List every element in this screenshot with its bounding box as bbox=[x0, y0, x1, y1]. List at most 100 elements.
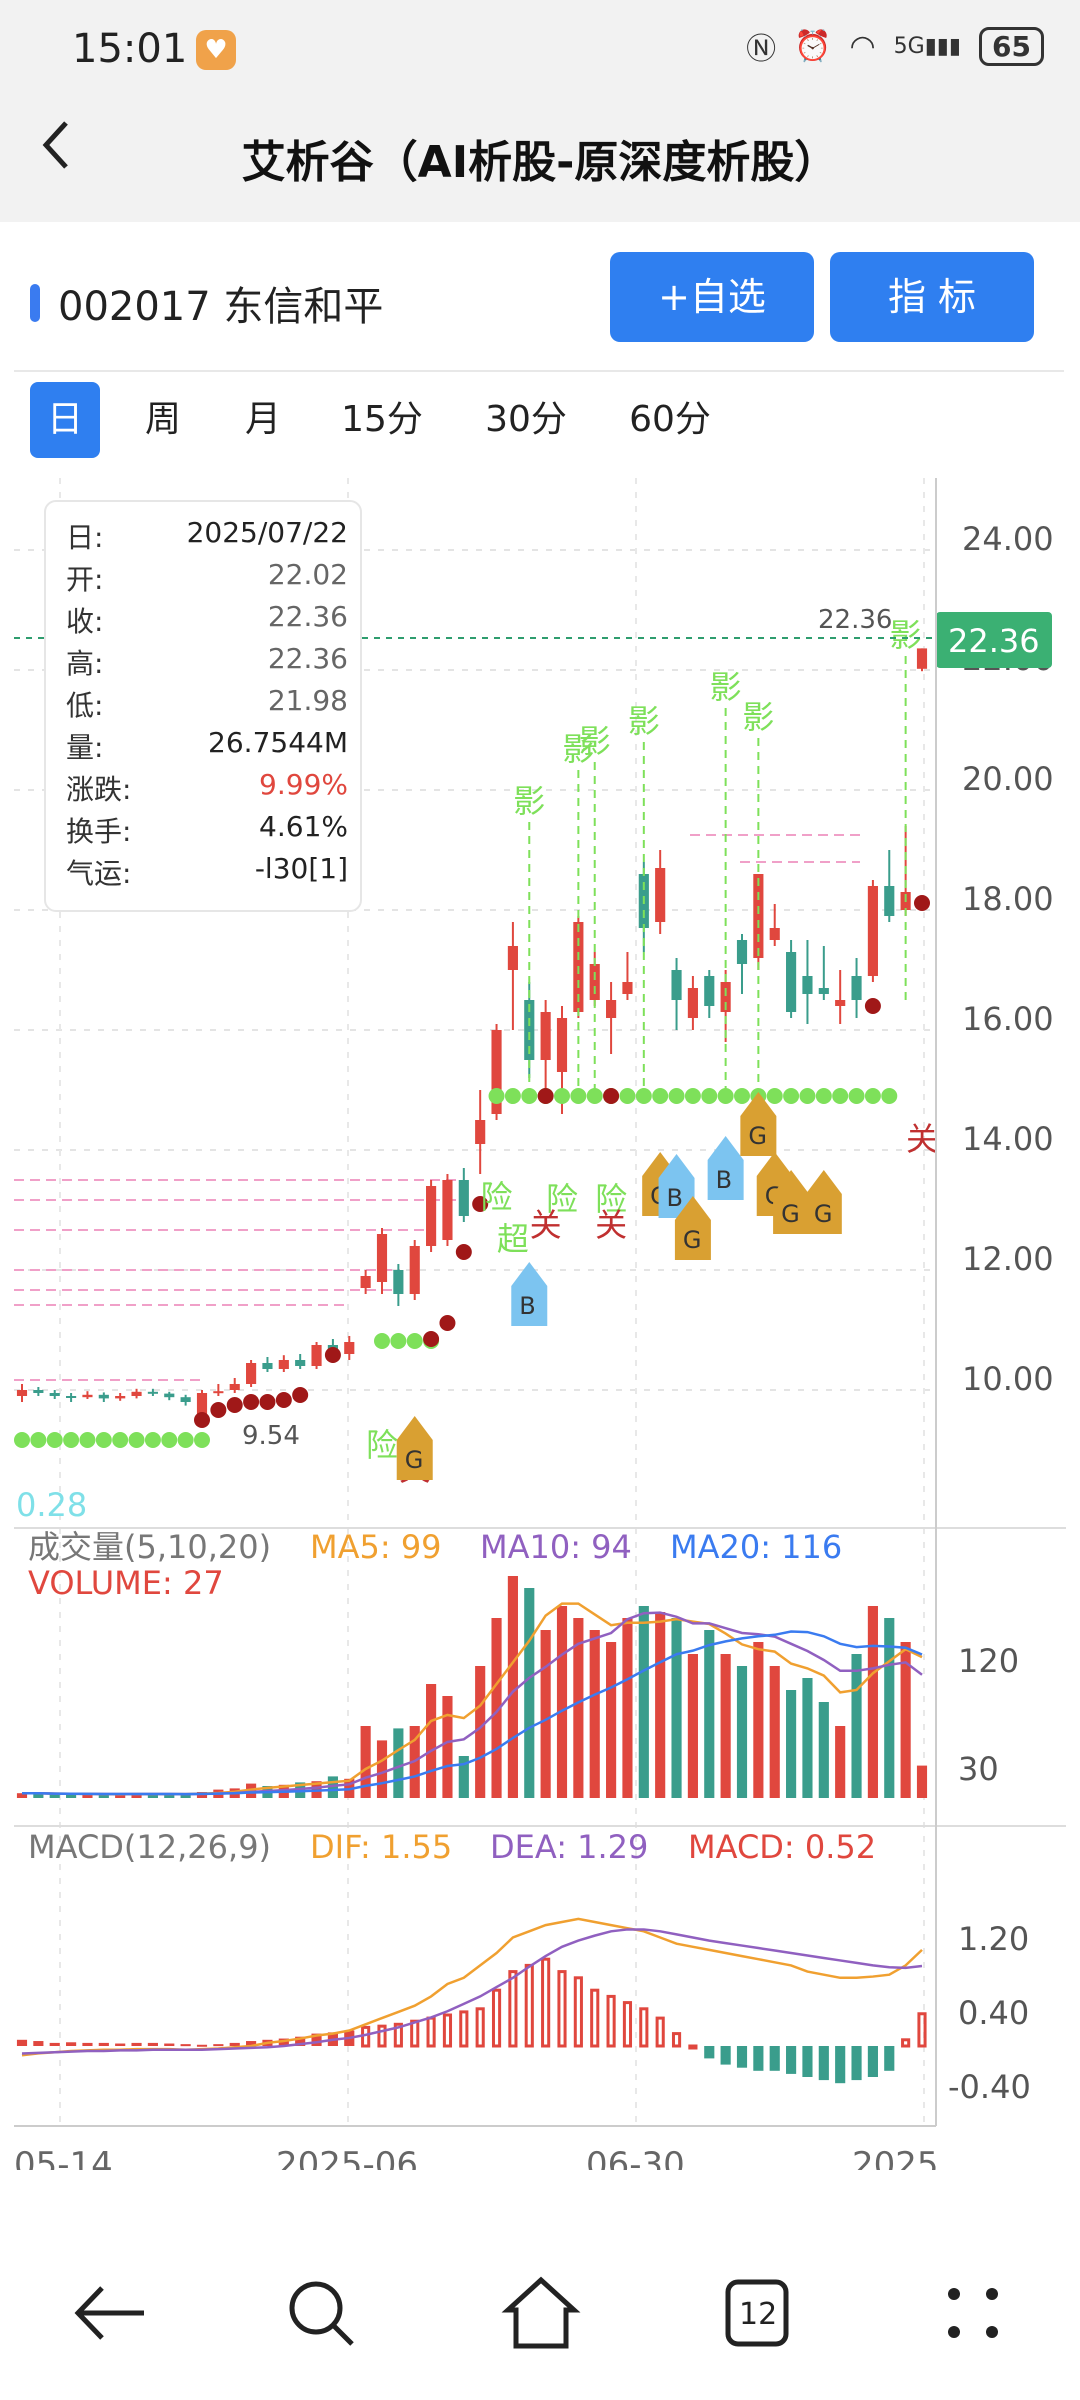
volume-bar bbox=[736, 1666, 748, 1798]
candle-body bbox=[131, 1391, 142, 1396]
status-icons: Ⓝ ⏰ ◠ 5G▮▮▮ 65 bbox=[746, 24, 1044, 68]
tab-day[interactable]: 日 bbox=[30, 382, 100, 458]
signal-dot bbox=[570, 1088, 587, 1104]
macd-bar bbox=[361, 2025, 371, 2048]
signal-dot bbox=[374, 1333, 390, 1349]
signal-dot bbox=[881, 1088, 898, 1104]
app-notification-icon: ♥ bbox=[196, 30, 236, 70]
macd-bar bbox=[818, 2046, 829, 2081]
search-icon[interactable] bbox=[276, 2268, 366, 2358]
signal-dot-red bbox=[423, 1331, 440, 1347]
candle-body bbox=[769, 928, 780, 940]
ying-label: 影 bbox=[562, 730, 594, 768]
status-bar: 15:01 ♥ Ⓝ ⏰ ◠ 5G▮▮▮ 65 bbox=[0, 0, 1080, 90]
signal-dot bbox=[521, 1088, 538, 1104]
macd-bar bbox=[377, 2024, 387, 2048]
signal-dot bbox=[619, 1088, 636, 1104]
signal-dot bbox=[832, 1088, 849, 1104]
tooltip-row: 高: 22.36 bbox=[66, 642, 348, 682]
tooltip-value: -l30[1] bbox=[254, 852, 348, 885]
home-icon[interactable] bbox=[496, 2268, 586, 2358]
signal-dot bbox=[63, 1432, 80, 1448]
indicator-button[interactable]: 指 标 bbox=[830, 252, 1034, 342]
macd-bar bbox=[802, 2046, 813, 2077]
macd-bar bbox=[851, 2046, 862, 2081]
candle-body bbox=[49, 1393, 60, 1396]
volume-bar bbox=[82, 1794, 93, 1798]
guan-label: 关 bbox=[906, 1120, 938, 1158]
tab-15min[interactable]: 15分 bbox=[341, 399, 423, 440]
macd-bar bbox=[16, 2039, 28, 2046]
macd-bar bbox=[524, 1963, 534, 2048]
candle-body bbox=[475, 1120, 486, 1144]
macd-bar bbox=[720, 2046, 731, 2065]
ying-label: 影 bbox=[579, 722, 611, 760]
candle-body bbox=[704, 976, 715, 1006]
tabs-icon[interactable]: 12 bbox=[712, 2268, 802, 2358]
add-watchlist-button[interactable]: +自选 bbox=[610, 252, 814, 342]
volume-bar bbox=[851, 1654, 862, 1798]
volume-bar bbox=[540, 1630, 551, 1798]
back-button[interactable] bbox=[36, 114, 96, 194]
signal-dot-red bbox=[914, 895, 930, 911]
candle-body bbox=[687, 988, 698, 1018]
tooltip-row: 开: 22.02 bbox=[66, 558, 348, 598]
x-tick: 2025 bbox=[852, 2145, 939, 2170]
macd-bar bbox=[410, 2019, 420, 2048]
macd-value: MACD: 0.52 bbox=[688, 1828, 876, 1866]
candle-body bbox=[622, 982, 633, 994]
tab-30min[interactable]: 30分 bbox=[485, 399, 567, 440]
back-nav-icon[interactable] bbox=[66, 2268, 156, 2358]
macd-bar bbox=[33, 2041, 44, 2046]
last-price-marker: 22.36 bbox=[818, 605, 892, 635]
buy-marker bbox=[511, 1262, 548, 1326]
network-type: 5G bbox=[893, 33, 925, 59]
signal-dot bbox=[488, 1088, 505, 1104]
candle-body bbox=[82, 1394, 93, 1398]
volume-ma5: MA5: 99 bbox=[310, 1528, 442, 1566]
signal-dot bbox=[717, 1088, 734, 1104]
volume-tick: 120 bbox=[958, 1642, 1019, 1680]
tab-month[interactable]: 月 bbox=[244, 399, 281, 440]
stock-chart[interactable]: 影影影影影影影险险险险关关关关超BGGBGBGGGG 24.00 22.00 2… bbox=[0, 472, 1080, 2170]
macd-bar bbox=[295, 2036, 306, 2046]
marker-label: G bbox=[405, 1446, 424, 1474]
price-tick: 12.00 bbox=[962, 1240, 1054, 1278]
marker-label: B bbox=[716, 1166, 732, 1194]
marker-label: G bbox=[748, 1122, 767, 1150]
macd-bar bbox=[606, 1994, 616, 2048]
candle-body bbox=[491, 1030, 502, 1114]
marker-label: G bbox=[683, 1226, 702, 1254]
support-resistance-lines bbox=[14, 834, 860, 1381]
tab-60min[interactable]: 60分 bbox=[629, 399, 711, 440]
more-menu-icon[interactable] bbox=[928, 2268, 1018, 2358]
signal-dot bbox=[701, 1088, 718, 1104]
marker-label: B bbox=[519, 1292, 535, 1320]
tooltip-key: 涨跌: bbox=[66, 773, 132, 806]
candle-body bbox=[556, 1018, 568, 1072]
indicator-value: 0.28 bbox=[16, 1486, 87, 1524]
gold-marker bbox=[674, 1196, 711, 1260]
macd-bar bbox=[213, 2044, 224, 2047]
title-bar: 艾析谷（AI析股-原深度析股） bbox=[0, 90, 1080, 222]
signal-dot-red bbox=[324, 1347, 341, 1363]
signal-dot bbox=[177, 1432, 194, 1448]
tab-week[interactable]: 周 bbox=[144, 399, 181, 440]
tooltip-row: 涨跌: 9.99% bbox=[66, 768, 348, 808]
candle-body bbox=[295, 1360, 306, 1366]
volume-bar bbox=[98, 1794, 109, 1798]
tooltip-row: 低: 21.98 bbox=[66, 684, 348, 724]
volume-bar bbox=[622, 1618, 633, 1798]
volume-bar bbox=[16, 1793, 28, 1798]
tooltip-value: 21.98 bbox=[267, 684, 348, 717]
volume-bar bbox=[786, 1690, 797, 1798]
signal-dot bbox=[652, 1088, 669, 1104]
macd-bar bbox=[557, 1970, 567, 2048]
candle-body bbox=[180, 1397, 191, 1402]
volume-bar bbox=[884, 1618, 895, 1798]
stock-marker bbox=[30, 284, 40, 322]
candle-body bbox=[66, 1396, 77, 1398]
macd-bar bbox=[426, 2016, 436, 2048]
candle-body bbox=[916, 648, 928, 669]
price-tick: 24.00 bbox=[962, 520, 1054, 558]
